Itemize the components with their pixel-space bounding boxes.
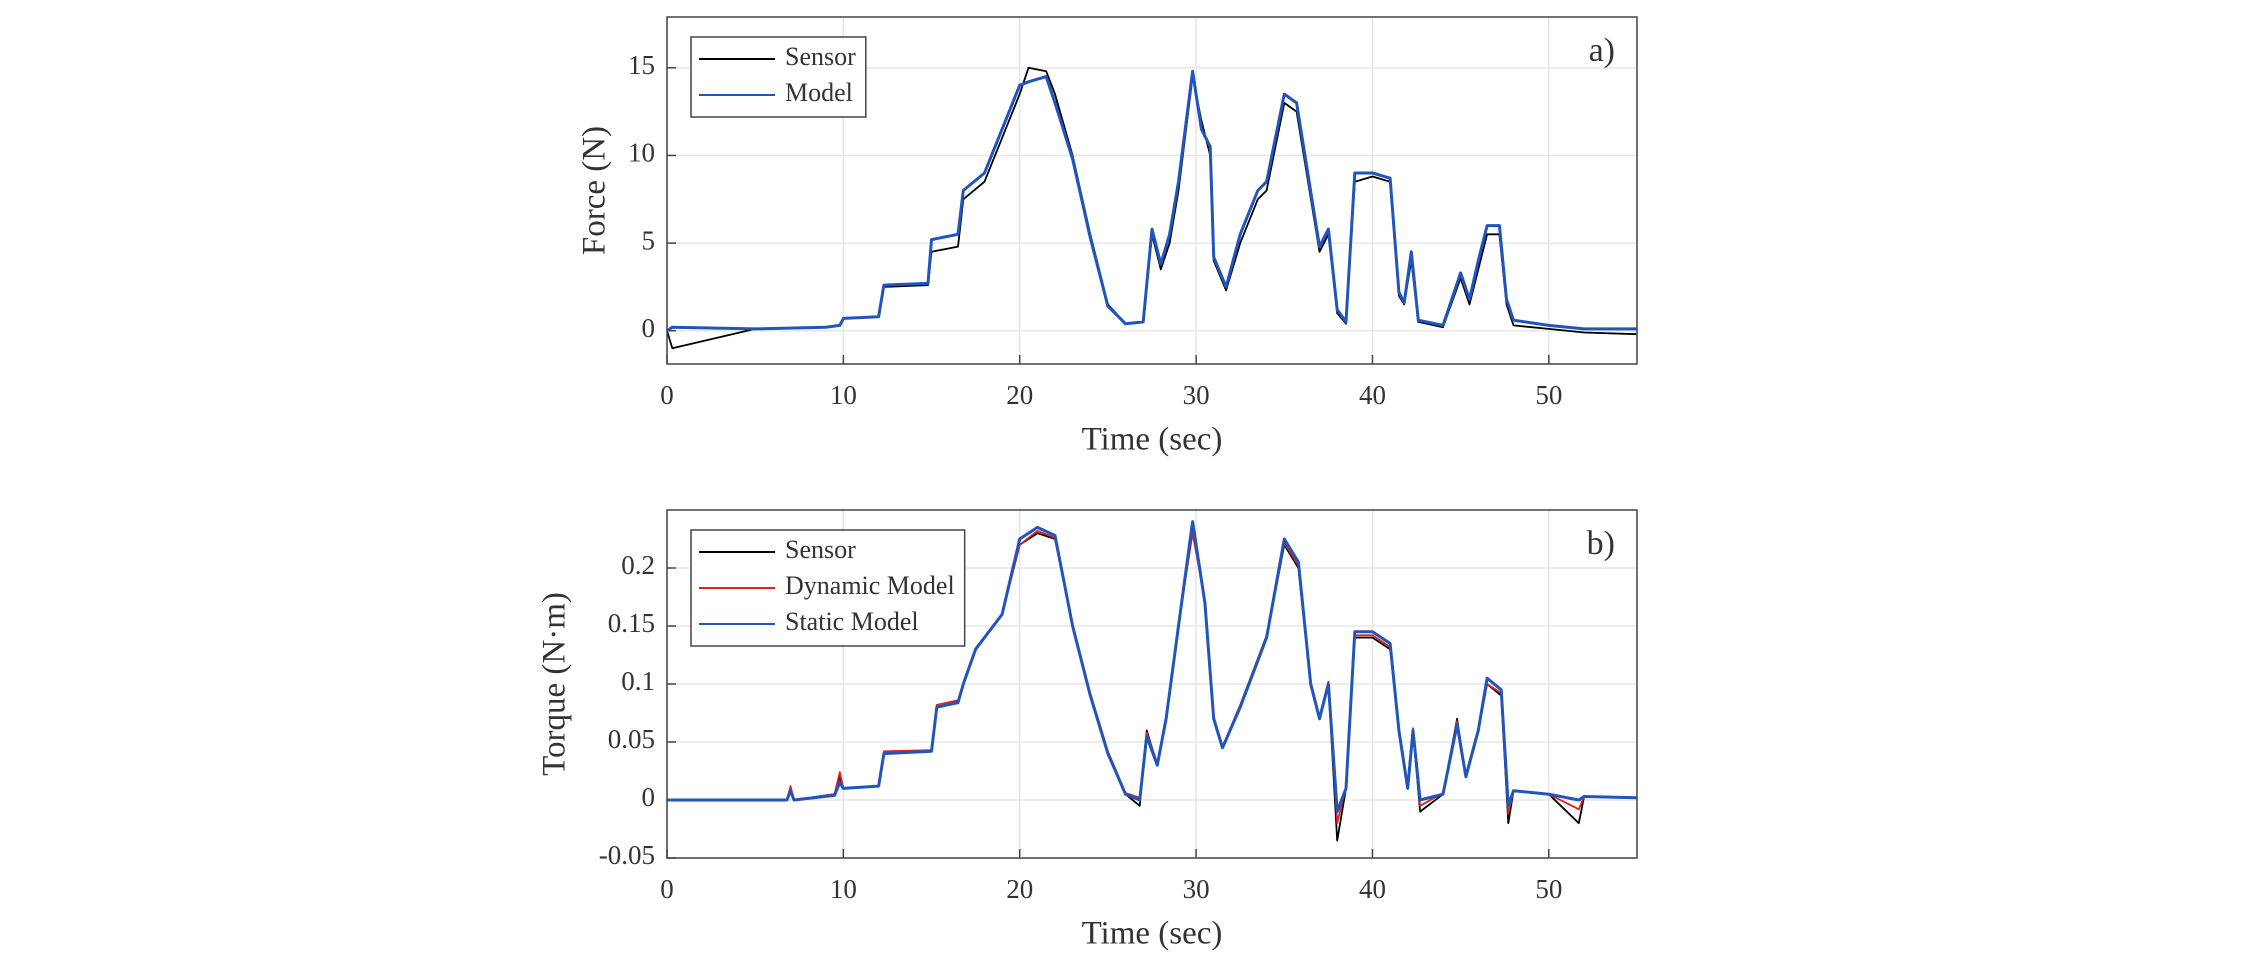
y-tick-label: 5 bbox=[642, 225, 656, 255]
series-group bbox=[667, 520, 1637, 842]
x-tick-label: 0 bbox=[660, 874, 674, 904]
legend-label: Model bbox=[785, 78, 853, 107]
y-tick-label: 0.15 bbox=[608, 608, 655, 638]
y-tick-label: 15 bbox=[628, 50, 655, 80]
legend-box bbox=[690, 36, 867, 118]
y-tick-label: 0.05 bbox=[608, 724, 655, 754]
x-tick-label: 0 bbox=[660, 380, 674, 410]
y-tick-label: 0 bbox=[642, 782, 656, 812]
x-tick-label: 40 bbox=[1359, 380, 1386, 410]
y-tick-label: -0.05 bbox=[599, 840, 655, 870]
x-tick-label: 20 bbox=[1006, 380, 1033, 410]
x-tick-label: 30 bbox=[1183, 380, 1210, 410]
legend-label: Static Model bbox=[785, 607, 919, 636]
x-tick-label: 50 bbox=[1535, 874, 1562, 904]
x-tick-label: 20 bbox=[1006, 874, 1033, 904]
series-line bbox=[667, 69, 1637, 332]
series-line bbox=[667, 520, 1637, 814]
x-axis-label: Time (sec) bbox=[1082, 422, 1223, 458]
y-tick-label: 10 bbox=[628, 138, 655, 168]
y-axis-label: Torque (N·m) bbox=[537, 592, 573, 776]
x-axis-label: Time (sec) bbox=[1082, 916, 1223, 952]
panel-label: a) bbox=[1589, 32, 1615, 69]
x-tick-label: 10 bbox=[830, 874, 857, 904]
legend-label: Dynamic Model bbox=[785, 571, 955, 600]
y-tick-label: 0.2 bbox=[621, 550, 655, 580]
axes-box bbox=[666, 509, 1638, 859]
x-tick-label: 50 bbox=[1535, 380, 1562, 410]
x-tick-label: 30 bbox=[1183, 874, 1210, 904]
panel-label: b) bbox=[1587, 525, 1615, 562]
x-tick-label: 40 bbox=[1359, 874, 1386, 904]
y-tick-label: 0.1 bbox=[621, 666, 655, 696]
x-tick-label: 10 bbox=[830, 380, 857, 410]
legend-label: Sensor bbox=[785, 42, 856, 71]
y-tick-label: 0 bbox=[642, 313, 656, 343]
legend-label: Sensor bbox=[785, 535, 856, 564]
y-axis-label: Force (N) bbox=[577, 126, 613, 255]
axes-box bbox=[666, 16, 1638, 365]
series-group bbox=[667, 66, 1637, 350]
